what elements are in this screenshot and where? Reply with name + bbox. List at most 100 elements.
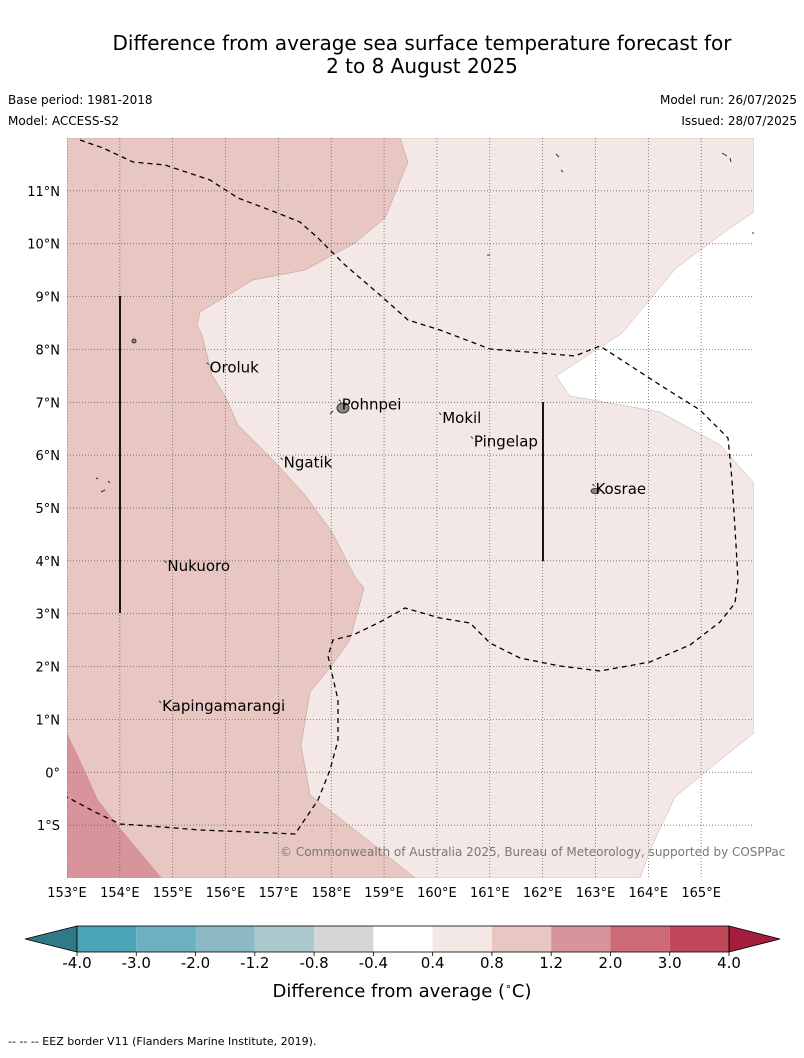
colorbar-frame xyxy=(76,925,730,953)
longitude-tick-label: 165°E xyxy=(681,886,721,901)
model-name: Model: ACCESS-S2 xyxy=(8,114,120,128)
longitude-tick-label: 154°E xyxy=(100,886,140,901)
place-marker xyxy=(592,483,595,487)
colorbar-tick-label: -0.8 xyxy=(299,954,328,972)
latitude-tick-label: 1°N xyxy=(36,713,61,728)
latitude-tick-label: 11°N xyxy=(27,185,60,200)
latitude-tick-label: 10°N xyxy=(27,238,60,253)
place-labels: Oroluk Pohnpei Mokil Pingelap Kosrae Ngatik Nu… xyxy=(158,359,646,715)
small-island xyxy=(107,480,111,484)
longitude-tick-label: 156°E xyxy=(206,886,246,901)
place-marker xyxy=(164,560,167,564)
latitude-tick-label: 3°N xyxy=(36,608,61,623)
colorbar-label: Difference from average (∘C) xyxy=(0,980,804,1002)
colorbar-bin xyxy=(373,926,433,952)
axis-tick-labels: 153°E 154°E 155°E 156°E 157°E 158°E 159°E 160°E… xyxy=(27,185,721,901)
kosrae-island xyxy=(590,488,600,494)
islands xyxy=(95,152,754,494)
colorbar-tick-label: -2.0 xyxy=(181,954,210,972)
map-plot-area: Oroluk Pohnpei Mokil Pingelap Kosrae Ngatik Nu… xyxy=(67,138,754,878)
longitude-tick-label: 157°E xyxy=(259,886,299,901)
colorbar-tick-label: -1.2 xyxy=(240,954,269,972)
small-island xyxy=(560,169,564,173)
colorbar-tick-label: 3.0 xyxy=(658,954,682,972)
map-title-line-2: 2 to 8 August 2025 xyxy=(326,54,518,78)
place-marker xyxy=(206,362,210,365)
colorbar-extend-low xyxy=(24,925,78,953)
colorbar-bin xyxy=(491,926,552,952)
colorbar-tick-label: 1.2 xyxy=(539,954,563,972)
latitude-tick-label: 9°N xyxy=(36,291,61,306)
place-marker xyxy=(338,399,342,402)
small-island xyxy=(729,157,732,163)
colorbar-tick-label: 2.0 xyxy=(599,954,623,972)
longitude-tick-label: 164°E xyxy=(629,886,669,901)
longitude-tick-label: 161°E xyxy=(470,886,510,901)
colorbar-bin xyxy=(77,926,137,952)
issued-date: Issued: 28/07/2025 xyxy=(681,114,797,128)
latitude-tick-label: 1°S xyxy=(37,819,60,834)
latitude-tick-label: 0° xyxy=(45,766,60,781)
colorbar-tick-label: -4.0 xyxy=(62,954,91,972)
latitude-tick-label: 8°N xyxy=(36,343,61,358)
place-label-mokil: Mokil xyxy=(442,409,481,427)
longitude-tick-label: 162°E xyxy=(523,886,563,901)
place-label-ngatik: Ngatik xyxy=(284,454,333,472)
eez-footnote: -- -- -- EEZ border V11 (Flanders Marine… xyxy=(8,1035,317,1048)
place-marker xyxy=(438,412,442,416)
colorbar-bin xyxy=(610,926,670,952)
longitude-tick-label: 155°E xyxy=(153,886,193,901)
longitude-tick-label: 163°E xyxy=(576,886,616,901)
longitude-tick-label: 160°E xyxy=(417,886,457,901)
colorbar-tick-label: 0.4 xyxy=(421,954,445,972)
place-marker xyxy=(470,436,474,439)
small-island xyxy=(555,153,560,158)
place-marker xyxy=(158,700,162,704)
map-title-line-1: Difference from average sea surface temp… xyxy=(112,31,732,55)
place-label-pingelap: Pingelap xyxy=(474,433,538,451)
longitude-tick-label: 158°E xyxy=(311,886,351,901)
place-label-nukuoro: Nukuoro xyxy=(167,557,230,575)
colorbar-bin xyxy=(314,926,374,952)
latitude-tick-label: 6°N xyxy=(36,449,61,464)
place-label-pohnpei: Pohnpei xyxy=(342,396,402,414)
place-label-kapingamarangi: Kapingamarangi xyxy=(162,697,285,715)
colorbar-label-end: C) xyxy=(511,981,532,1002)
colorbar-tick-label: -0.4 xyxy=(359,954,388,972)
eez-border xyxy=(67,139,739,835)
pohnpei-island xyxy=(336,402,350,414)
attribution: © Commonwealth of Australia 2025, Bureau… xyxy=(280,845,786,859)
latitude-tick-label: 2°N xyxy=(36,661,61,676)
small-island xyxy=(721,152,728,157)
anomaly-region-1.2-2.0 xyxy=(67,733,162,878)
colorbar-tick-label: 4.0 xyxy=(717,954,741,972)
longitude-tick-label: 159°E xyxy=(364,886,404,901)
colorbar-bin xyxy=(136,926,196,952)
small-island xyxy=(95,477,99,480)
colorbar-bin xyxy=(195,926,255,952)
small-island xyxy=(131,338,137,344)
longitude-tick-label: 153°E xyxy=(47,886,87,901)
latitude-tick-label: 5°N xyxy=(36,502,61,517)
colorbar-tick-label: 0.8 xyxy=(480,954,504,972)
place-label-oroluk: Oroluk xyxy=(210,359,259,377)
colorbar-bin xyxy=(254,926,315,952)
graticule xyxy=(67,138,754,878)
small-island xyxy=(100,489,106,493)
small-island xyxy=(329,410,334,415)
colorbar-extend-high xyxy=(728,925,781,953)
colorbar-tick-label: -3.0 xyxy=(122,954,151,972)
latitude-tick-label: 7°N xyxy=(36,396,61,411)
colorbar-bin xyxy=(551,926,611,952)
colorbar-bin xyxy=(669,926,729,952)
colorbar-bin xyxy=(432,926,492,952)
colorbar: -4.0 -3.0 -2.0 -1.2 -0.8 -0.4 0.4 0.8 1.2 2.0 3.0 4… xyxy=(24,925,781,972)
map-title: Difference from average sea surface temp… xyxy=(40,32,804,78)
place-marker xyxy=(280,457,284,461)
colorbar-label-unit: ∘ xyxy=(505,980,512,993)
latitude-tick-label: 4°N xyxy=(36,555,61,570)
reference-lines xyxy=(119,296,544,613)
model-run: Model run: 26/07/2025 xyxy=(659,93,797,107)
place-label-kosrae: Kosrae xyxy=(595,480,646,498)
